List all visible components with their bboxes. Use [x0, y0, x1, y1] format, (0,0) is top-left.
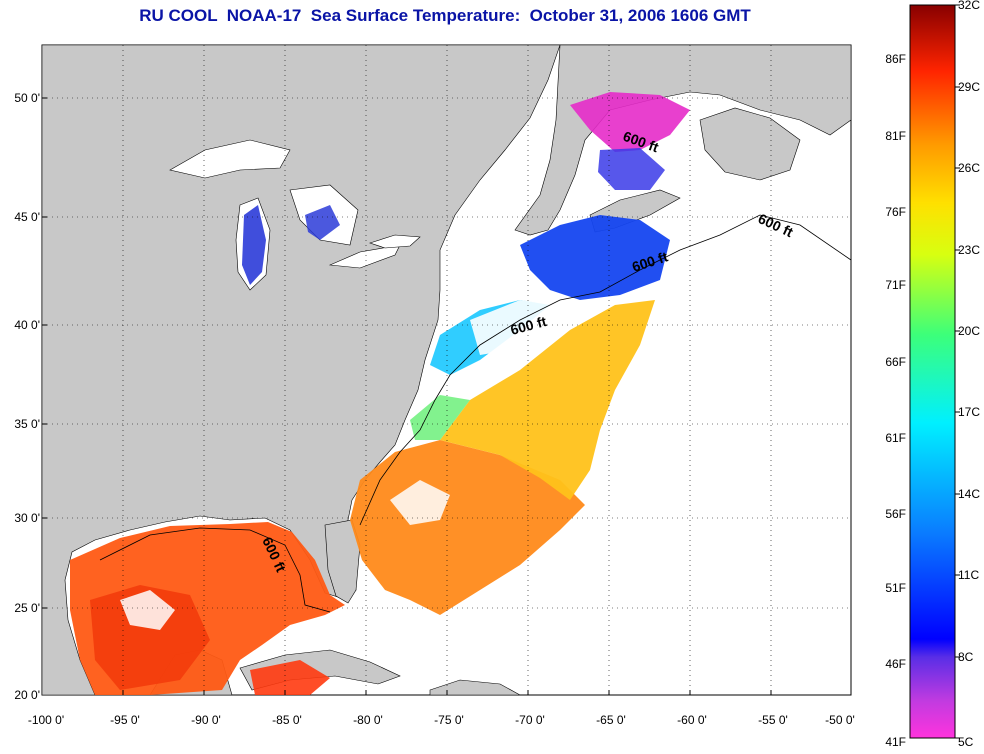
lon-tick-label: -85 0': [272, 713, 302, 727]
lake-ontario: [369, 234, 421, 249]
lon-tick-label: -55 0': [758, 713, 788, 727]
sst-gulf-warm: [90, 585, 210, 690]
colorbar-fahrenheit-label: 41F: [885, 735, 906, 749]
hispaniola: [429, 679, 521, 695]
colorbar-celsius-label: 29C: [958, 80, 980, 94]
sst-lake-huron: [305, 205, 340, 240]
colorbar-celsius-label: 26C: [958, 161, 980, 175]
sst-caribbean: [250, 660, 330, 695]
lon-tick-label: -50 0': [825, 713, 855, 727]
isobath-600ft: [99, 214, 851, 613]
colorbar-fahrenheit-label: 81F: [885, 129, 906, 143]
colorbar-celsius-label: 5C: [958, 735, 974, 749]
colorbar-fahrenheit-label: 71F: [885, 278, 906, 292]
lon-tick-label: -95 0': [110, 713, 140, 727]
colorbar-celsius-label: 20C: [958, 324, 980, 338]
colorbar-celsius-label: 11C: [958, 568, 979, 582]
colorbar: [909, 4, 956, 739]
lon-tick-label: -100 0': [28, 713, 64, 727]
lake-superior: [169, 139, 291, 179]
sst-gulf-maine: [520, 215, 670, 300]
colorbar-celsius-label: 32C: [958, 0, 980, 12]
colorbar-celsius-label: 14C: [958, 487, 980, 501]
cloud-3: [120, 590, 175, 630]
lat-tick-label: 20 0': [14, 688, 40, 702]
sst-atlantic-mid: [440, 300, 655, 500]
sst-atlantic-south: [350, 440, 585, 615]
colorbar-fahrenheit-label: 76F: [885, 205, 906, 219]
grid-lines: [42, 45, 851, 695]
lat-tick-label: 50 0': [14, 91, 40, 105]
lat-tick-label: 25 0': [14, 601, 40, 615]
lon-tick-label: -75 0': [434, 713, 464, 727]
map-title: RU COOL NOAA-17 Sea Surface Temperature:…: [139, 6, 751, 25]
colorbar-fahrenheit-label: 66F: [885, 355, 906, 369]
newfoundland: [699, 107, 801, 181]
lon-tick-label: -90 0': [191, 713, 221, 727]
colorbar-fahrenheit-label: 86F: [885, 52, 906, 66]
lat-tick-label: 35 0': [14, 417, 40, 431]
colorbar-celsius-label: 17C: [958, 405, 980, 419]
colorbar-fahrenheit-label: 61F: [885, 431, 906, 445]
cloud-1: [470, 300, 555, 355]
lon-tick-label: -80 0': [353, 713, 383, 727]
colorbar-fahrenheit-label: 56F: [885, 507, 906, 521]
sst-lake-michigan: [242, 205, 266, 285]
sst-slope: [410, 395, 470, 440]
lon-tick-label: -70 0': [515, 713, 545, 727]
lat-tick-label: 30 0': [14, 511, 40, 525]
lon-tick-label: -60 0': [677, 713, 707, 727]
colorbar-celsius-label: 8C: [958, 650, 974, 664]
lat-tick-label: 45 0': [14, 210, 40, 224]
frame-ticks: [42, 97, 772, 695]
lake-erie: [328, 244, 401, 269]
sst-st-lawrence-blue: [598, 148, 665, 190]
colorbar-ticks: [955, 4, 960, 739]
cloud-2: [390, 480, 450, 525]
lat-tick-label: 40 0': [14, 318, 40, 332]
colorbar-fahrenheit-label: 51F: [885, 581, 906, 595]
colorbar-fahrenheit-label: 46F: [885, 657, 906, 671]
lon-tick-label: -65 0': [596, 713, 626, 727]
colorbar-celsius-label: 23C: [958, 243, 980, 257]
sst-st-lawrence: [570, 92, 690, 152]
